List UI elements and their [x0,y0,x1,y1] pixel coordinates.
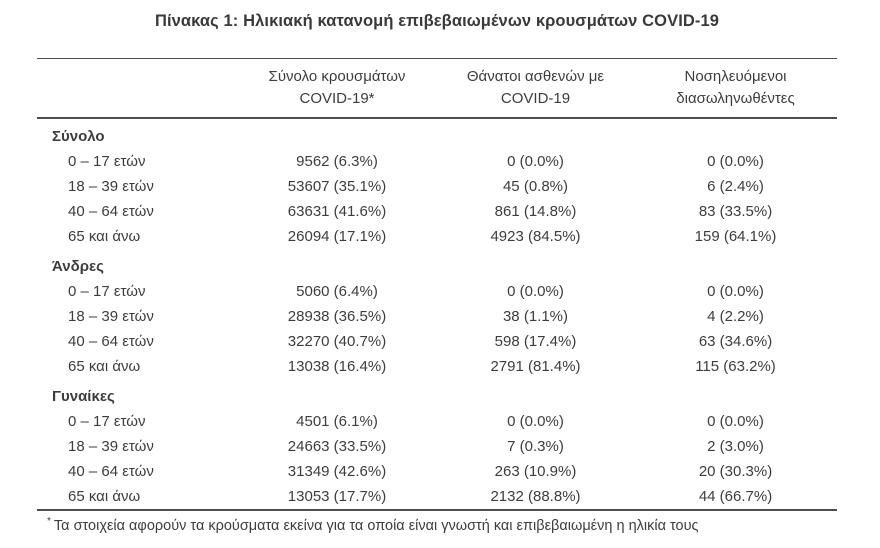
age-label: 18 – 39 ετών [68,308,154,325]
age-label: 40 – 64 ετών [68,463,154,480]
age-label: 40 – 64 ετών [68,203,154,220]
cases-value: 5060 (6.4%) [296,283,378,300]
table-row: 40 – 64 ετών 32270 (40.7%) 598 (17.4%) 6… [37,329,837,354]
age-label: 18 – 39 ετών [68,178,154,195]
deaths-value: 263 (10.9%) [494,463,577,480]
header-intubated-line2: διασωληνωθέντες [676,90,795,107]
table-header: Σύνολο κρουσμάτων COVID-19* Θάνατοι ασθε… [37,58,837,119]
table-row: 65 και άνω 26094 (17.1%) 4923 (84.5%) 15… [37,224,837,249]
cases-value: 28938 (36.5%) [287,308,387,325]
intubated-value: 0 (0.0%) [707,283,764,300]
section-label: Σύνολο [52,128,105,145]
table-row: 0 – 17 ετών 9562 (6.3%) 0 (0.0%) 0 (0.0%… [37,149,837,174]
age-label: 65 και άνω [68,488,141,505]
footnote-text: Τα στοιχεία αφορούν τα κρούσματα εκείνα … [53,517,699,534]
header-total-cases: Σύνολο κρουσμάτων COVID-19* [237,58,437,119]
deaths-value: 45 (0.8%) [502,178,569,195]
table-row: 18 – 39 ετών 24663 (33.5%) 7 (0.3%) 2 (3… [37,434,837,459]
intubated-value: 44 (66.7%) [698,488,773,505]
header-deaths: Θάνατοι ασθενών με COVID-19 [437,58,634,119]
age-label: 0 – 17 ετών [68,413,146,430]
section-label: Άνδρες [52,258,104,275]
cases-value: 13053 (17.7%) [287,488,387,505]
intubated-value: 115 (63.2%) [695,358,776,375]
header-total-cases-line2: COVID-19* [299,90,375,107]
age-label: 40 – 64 ετών [68,333,154,350]
age-label: 0 – 17 ετών [68,283,146,300]
section-label: Γυναίκες [52,388,115,405]
intubated-value: 2 (3.0%) [707,438,764,455]
header-intubated-line1: Νοσηλευόμενοι [684,68,787,85]
table-row: 40 – 64 ετών 31349 (42.6%) 263 (10.9%) 2… [37,459,837,484]
intubated-value: 4 (2.2%) [707,308,764,325]
intubated-value: 63 (34.6%) [698,333,773,350]
deaths-value: 2132 (88.8%) [490,488,581,505]
age-label: 65 και άνω [68,358,141,375]
page-title: Πίνακας 1: Ηλικιακή κατανομή επιβεβαιωμέ… [154,12,720,30]
deaths-value: 7 (0.3%) [507,438,564,455]
table-row: 0 – 17 ετών 4501 (6.1%) 0 (0.0%) 0 (0.0%… [37,409,837,434]
table-row: 65 και άνω 13053 (17.7%) 2132 (88.8%) 44… [37,484,837,510]
cases-value: 24663 (33.5%) [287,438,387,455]
header-total-cases-line1: Σύνολο κρουσμάτων [268,68,406,85]
table-body: Σύνολο 0 – 17 ετών 9562 (6.3%) 0 (0.0%) … [37,118,837,510]
deaths-value: 598 (17.4%) [494,333,577,350]
age-label: 65 και άνω [68,228,141,245]
intubated-value: 0 (0.0%) [707,413,764,430]
deaths-value: 38 (1.1%) [502,308,569,325]
section-row-women: Γυναίκες [37,379,837,409]
header-deaths-line2: COVID-19 [500,90,571,107]
cases-value: 53607 (35.1%) [287,178,387,195]
table-row: 18 – 39 ετών 28938 (36.5%) 38 (1.1%) 4 (… [37,304,837,329]
cases-value: 4501 (6.1%) [296,413,378,430]
header-row: Σύνολο κρουσμάτων COVID-19* Θάνατοι ασθε… [37,58,837,119]
cases-value: 26094 (17.1%) [287,228,387,245]
deaths-value: 0 (0.0%) [507,153,564,170]
cases-value: 31349 (42.6%) [287,463,387,480]
footnote-marker: * [47,516,51,527]
intubated-value: 83 (33.5%) [698,203,773,220]
intubated-value: 0 (0.0%) [707,153,764,170]
cases-value: 13038 (16.4%) [287,358,387,375]
age-label: 0 – 17 ετών [68,153,146,170]
section-row-men: Άνδρες [37,249,837,279]
table-row: 40 – 64 ετών 63631 (41.6%) 861 (14.8%) 8… [37,199,837,224]
cases-value: 9562 (6.3%) [296,153,378,170]
cases-value: 63631 (41.6%) [287,203,387,220]
table-row: 0 – 17 ετών 5060 (6.4%) 0 (0.0%) 0 (0.0%… [37,279,837,304]
table-row: 65 και άνω 13038 (16.4%) 2791 (81.4%) 11… [37,354,837,379]
deaths-value: 2791 (81.4%) [490,358,581,375]
deaths-value: 0 (0.0%) [507,283,564,300]
header-empty-cell [37,58,237,119]
intubated-value: 6 (2.4%) [707,178,764,195]
table-row: 18 – 39 ετών 53607 (35.1%) 45 (0.8%) 6 (… [37,174,837,199]
header-intubated: Νοσηλευόμενοι διασωληνωθέντες [634,58,837,119]
deaths-value: 0 (0.0%) [507,413,564,430]
intubated-value: 20 (30.3%) [698,463,773,480]
header-deaths-line1: Θάνατοι ασθενών με [466,68,605,85]
cases-value: 32270 (40.7%) [287,333,387,350]
footnote: * Τα στοιχεία αφορούν τα κρούσματα εκείνα… [37,516,837,534]
deaths-value: 4923 (84.5%) [490,228,581,245]
section-row-total: Σύνολο [37,118,837,149]
intubated-value: 159 (64.1%) [694,228,777,245]
deaths-value: 861 (14.8%) [494,203,577,220]
covid-age-distribution-table: Σύνολο κρουσμάτων COVID-19* Θάνατοι ασθε… [37,58,837,511]
age-label: 18 – 39 ετών [68,438,154,455]
